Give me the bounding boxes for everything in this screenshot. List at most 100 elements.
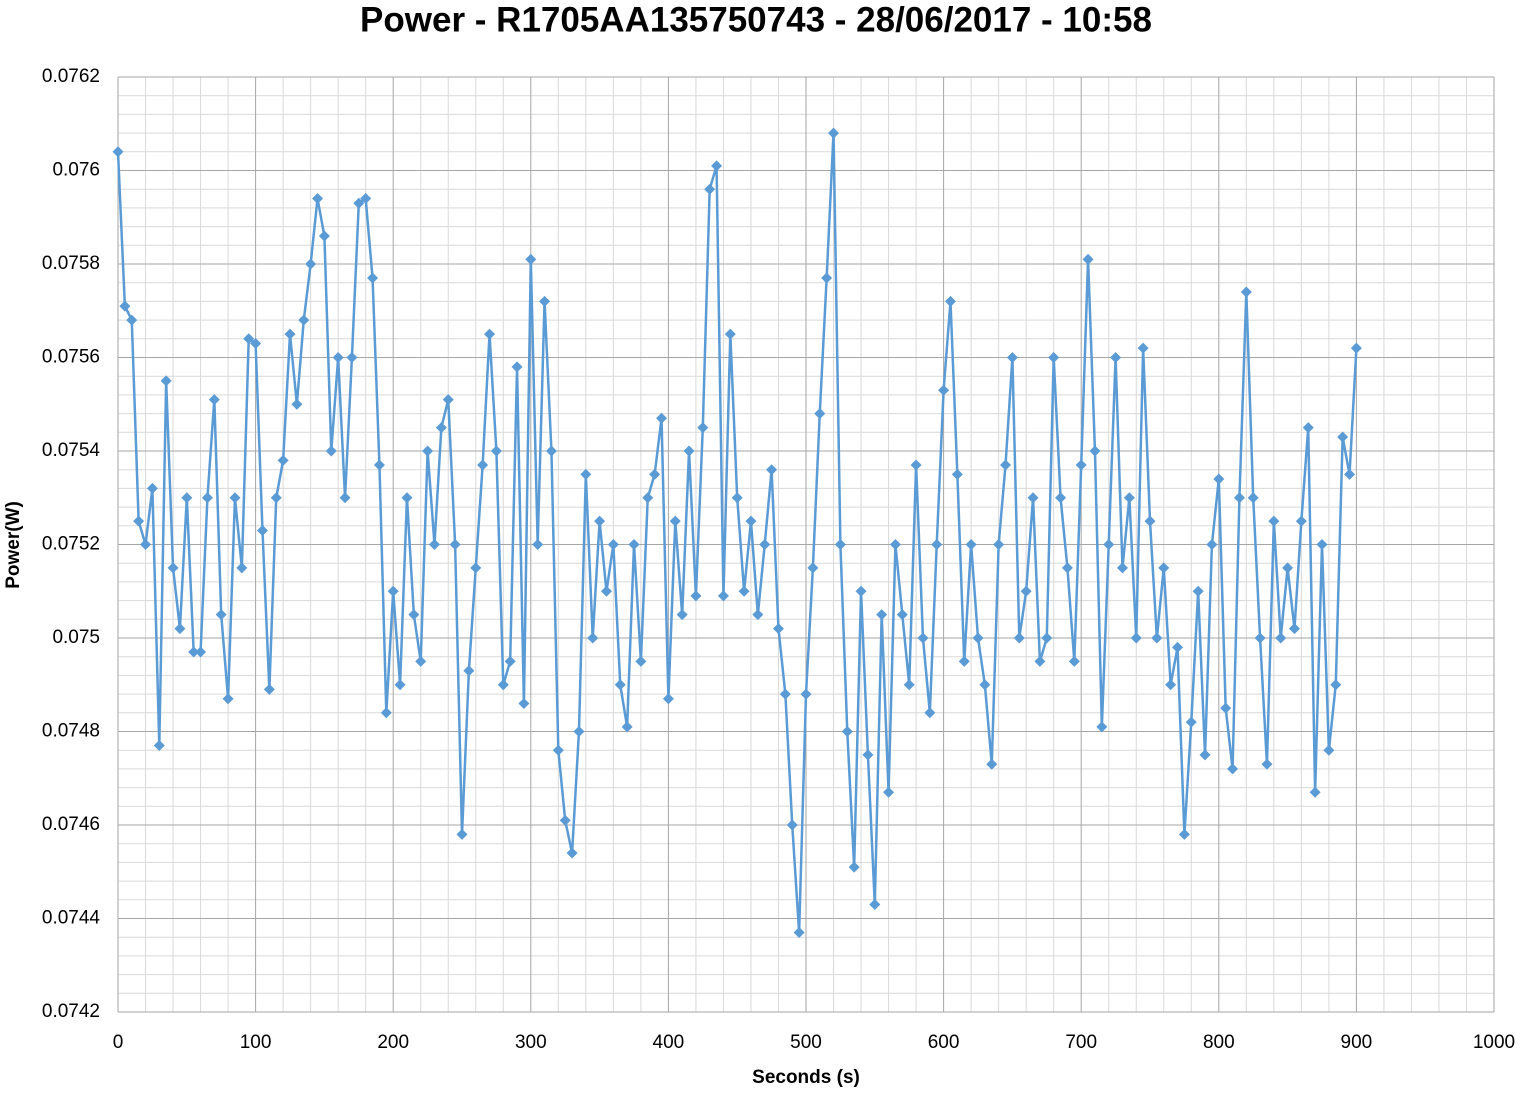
data-point <box>786 819 798 831</box>
data-point <box>711 160 723 172</box>
data-point <box>573 726 585 737</box>
data-point <box>298 314 310 326</box>
data-point <box>456 828 468 840</box>
y-axis-title: Power(W) <box>3 501 24 589</box>
data-point <box>1123 492 1135 504</box>
data-point <box>1048 352 1060 363</box>
data-point <box>325 445 337 457</box>
data-point <box>600 585 612 597</box>
data-point <box>903 679 915 691</box>
data-line <box>116 131 1358 934</box>
data-point <box>133 515 145 527</box>
data-point <box>539 295 551 307</box>
data-point <box>1323 744 1335 756</box>
data-point <box>635 655 647 667</box>
data-point <box>1220 702 1232 714</box>
data-point <box>1116 562 1128 574</box>
data-point <box>1275 632 1287 644</box>
data-point <box>222 693 234 705</box>
data-point <box>1130 632 1142 644</box>
data-point <box>1034 655 1046 667</box>
x-tick-label: 0 <box>113 1032 124 1053</box>
data-point <box>1068 655 1080 667</box>
x-tick-label: 500 <box>790 1032 822 1053</box>
data-point <box>181 492 193 504</box>
y-tick-label: 0.0742 <box>42 1001 100 1022</box>
data-point <box>1006 352 1018 363</box>
data-point <box>1096 721 1108 733</box>
data-point <box>1302 422 1314 434</box>
data-point <box>724 328 736 340</box>
data-point <box>1185 716 1197 728</box>
data-point <box>435 422 447 434</box>
data-point <box>683 445 695 457</box>
data-point <box>1178 828 1190 840</box>
data-point <box>876 609 888 621</box>
data-point <box>270 492 282 504</box>
data-point <box>1206 539 1218 550</box>
data-point <box>243 333 255 345</box>
data-point <box>1344 468 1356 480</box>
data-point <box>195 646 207 658</box>
data-point <box>848 861 860 873</box>
data-point <box>305 258 317 270</box>
x-tick-label: 400 <box>653 1032 685 1053</box>
data-point <box>958 655 970 667</box>
data-point <box>828 127 840 139</box>
data-point <box>387 585 399 597</box>
data-point <box>167 562 179 574</box>
data-point <box>1261 758 1273 770</box>
data-point <box>834 539 846 550</box>
data-point <box>1082 253 1094 265</box>
data-point <box>518 697 530 709</box>
data-point <box>1316 539 1328 550</box>
data-point <box>408 609 420 621</box>
data-point <box>979 679 991 691</box>
data-point <box>1103 539 1115 550</box>
data-point <box>525 253 537 265</box>
x-axis-title: Seconds (s) <box>752 1067 860 1088</box>
data-point <box>346 352 358 363</box>
data-point <box>662 693 674 705</box>
data-point <box>373 459 385 471</box>
data-point <box>229 492 241 504</box>
data-point <box>938 384 950 396</box>
data-point <box>188 646 200 658</box>
data-point <box>587 632 599 644</box>
data-point <box>1020 585 1032 597</box>
y-tick-label: 0.0752 <box>42 534 100 555</box>
data-point <box>1165 679 1177 691</box>
data-point <box>621 721 633 733</box>
data-point <box>394 679 406 691</box>
data-point <box>1013 632 1025 644</box>
data-point <box>793 927 805 939</box>
x-tick-label: 300 <box>515 1032 547 1053</box>
y-tick-label: 0.0756 <box>42 347 100 368</box>
data-point <box>745 515 757 527</box>
data-point <box>1027 492 1039 504</box>
data-point <box>119 300 131 312</box>
data-point <box>889 539 901 550</box>
data-point <box>215 609 227 621</box>
data-point <box>312 193 324 205</box>
y-tick-label: 0.0746 <box>42 814 100 835</box>
y-tick-label: 0.076 <box>52 160 100 181</box>
data-point <box>607 539 619 550</box>
data-point <box>669 515 681 527</box>
data-point <box>1144 515 1156 527</box>
data-point <box>1309 786 1321 798</box>
x-tick-label: 200 <box>377 1032 409 1053</box>
data-point <box>855 585 867 597</box>
data-point <box>628 539 640 550</box>
data-point <box>353 197 365 209</box>
data-point <box>277 454 289 466</box>
data-point <box>484 328 496 340</box>
data-point <box>401 492 413 504</box>
data-point <box>1268 515 1280 527</box>
data-point <box>717 590 729 602</box>
data-point <box>676 609 688 621</box>
data-point <box>862 749 874 761</box>
data-point <box>1337 431 1349 443</box>
data-point <box>470 562 482 574</box>
data-point <box>772 623 784 635</box>
